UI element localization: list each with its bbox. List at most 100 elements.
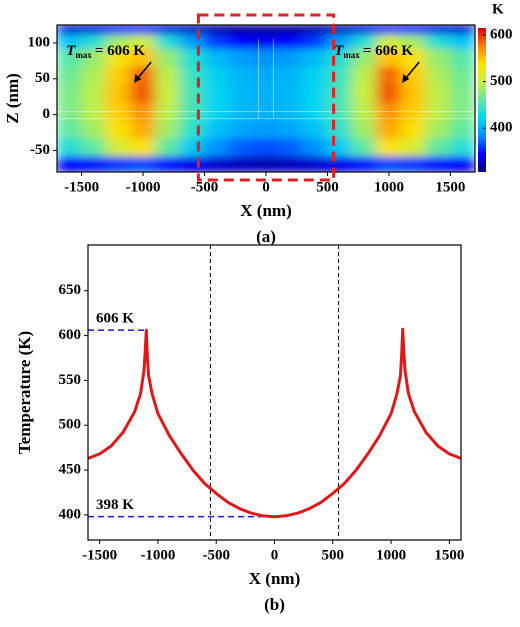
annotation: Tmax = 606 K [334, 43, 413, 60]
x-tick-label: 1500 [435, 179, 465, 195]
heat-cell [253, 65, 279, 85]
heat-cell [351, 65, 378, 85]
heat-cell [130, 25, 156, 35]
heat-cell [376, 25, 402, 35]
heat-cell [204, 155, 230, 172]
heat-cell [253, 119, 279, 139]
heat-cell [376, 119, 402, 139]
heat-cell [57, 65, 83, 85]
heat-cell [425, 119, 451, 139]
x-tick-label: -1500 [64, 179, 99, 195]
heat-cell [228, 33, 255, 49]
heat-cell [228, 47, 255, 67]
heat-cell [130, 83, 156, 103]
heat-cell [351, 155, 378, 172]
heat-cell [253, 137, 279, 157]
heat-cell [57, 155, 83, 172]
heat-cell [130, 47, 156, 67]
y-tick-label: 500 [59, 417, 82, 433]
heat-cell [277, 137, 304, 157]
y-tick-label: 550 [59, 372, 82, 388]
heat-cell [154, 83, 181, 103]
x-tick-label: -500 [202, 547, 230, 563]
heat-cell [204, 83, 230, 103]
heat-cell [425, 155, 451, 172]
heat-cell [57, 83, 83, 103]
colorbar-tick-label: 600 [490, 26, 513, 42]
heat-cell [228, 83, 255, 103]
heat-cell [130, 119, 156, 139]
x-axis-title: X (nm) [240, 201, 291, 220]
heat-cell [277, 47, 304, 67]
heat-cell [204, 47, 230, 67]
heat-cell [425, 137, 451, 157]
heat-cell [351, 47, 378, 67]
heat-cell [204, 137, 230, 157]
heat-cell [154, 25, 181, 35]
heat-cell [376, 33, 402, 49]
heat-cell [228, 155, 255, 172]
heat-cell [351, 101, 378, 121]
heat-cell [253, 33, 279, 49]
annotation-symbol: T [66, 43, 76, 59]
heat-cell [154, 65, 181, 85]
y-tick-label: 600 [59, 327, 82, 343]
annotation-subscript: max [75, 50, 92, 60]
heat-cell [449, 137, 475, 157]
heat-cell [130, 33, 156, 49]
heat-cell [376, 155, 402, 172]
heat-cell [154, 137, 181, 157]
heat-cell [81, 119, 107, 139]
heat-cell [351, 33, 378, 49]
y-tick-label: 50 [35, 70, 50, 86]
heat-cell [57, 25, 83, 35]
plot-frame [87, 244, 462, 541]
heat-cell [277, 65, 304, 85]
heat-cell [105, 137, 132, 157]
heat-cell [376, 137, 402, 157]
heat-cell [179, 83, 206, 103]
heat-cell [449, 101, 475, 121]
heat-cell [253, 101, 279, 121]
heat-cell [425, 83, 451, 103]
heat-cell [179, 101, 206, 121]
heat-cell [57, 101, 83, 121]
heat-cell [228, 65, 255, 85]
colorbar-tick-label: 400 [490, 120, 513, 136]
heat-cell [302, 119, 328, 139]
heat-cell [449, 155, 475, 172]
heat-cell [130, 137, 156, 157]
heat-cell [154, 119, 181, 139]
heat-cell [154, 155, 181, 172]
y-tick-label: 0 [43, 106, 51, 122]
x-tick-label: 1000 [374, 179, 404, 195]
heat-cell [179, 47, 206, 67]
heat-cell [326, 25, 353, 35]
y-tick-label: 400 [59, 506, 82, 522]
heat-cell [81, 65, 107, 85]
heat-cell [302, 33, 328, 49]
y-tick-label: 650 [59, 282, 82, 298]
heat-cell [179, 25, 206, 35]
heat-cell [179, 155, 206, 172]
heat-cell [253, 83, 279, 103]
heat-cell [302, 137, 328, 157]
heat-cell [179, 65, 206, 85]
heat-cell [400, 119, 427, 139]
annotation: Tmax = 606 K [66, 43, 145, 60]
heat-cell [302, 65, 328, 85]
heat-cell [326, 155, 353, 172]
y-tick-label: -50 [30, 142, 50, 158]
heat-cell [204, 65, 230, 85]
annotation-symbol: T [334, 43, 344, 59]
heat-cell [376, 101, 402, 121]
heat-cell [154, 33, 181, 49]
heat-cell [105, 65, 132, 85]
y-tick-label: 100 [28, 34, 51, 50]
heat-cell [326, 119, 353, 139]
heat-cell [326, 65, 353, 85]
panel-label: (b) [264, 595, 285, 614]
heat-cell [400, 101, 427, 121]
heat-cell [302, 25, 328, 35]
